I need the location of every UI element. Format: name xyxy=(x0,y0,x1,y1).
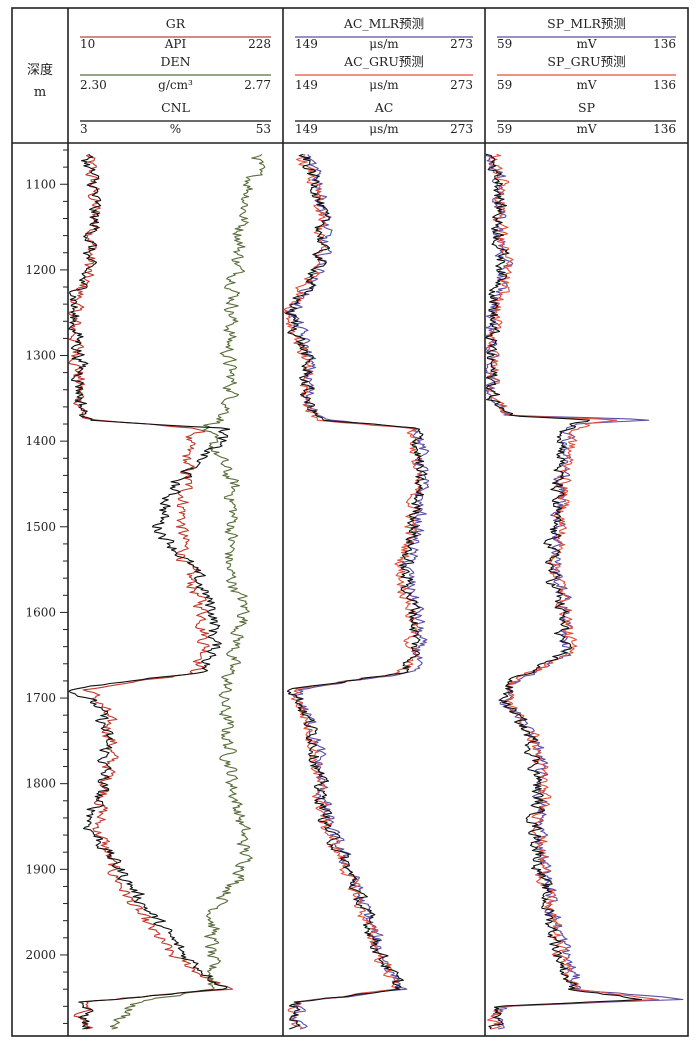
curve-unit-2-2: mV xyxy=(576,122,596,136)
depth-tick-label: 1700 xyxy=(25,691,56,705)
curve-scale-min-1-2: 149 xyxy=(295,122,318,136)
depth-header: 深度 m xyxy=(27,62,53,100)
curve-name-0-0: GR xyxy=(166,16,186,31)
depth-tick-label: 1600 xyxy=(25,605,56,619)
chart-frame xyxy=(11,7,689,1037)
curve-name-2-2: SP xyxy=(578,100,595,115)
depth-tick-label: 2000 xyxy=(25,948,56,962)
depth-tick-label: 1100 xyxy=(25,177,56,191)
curve-scale-max-1-0: 273 xyxy=(450,37,473,51)
curve-scale-min-1-0: 149 xyxy=(295,37,318,51)
curve-scale-min-2-0: 59 xyxy=(497,37,512,51)
curve-unit-0-1: g/cm³ xyxy=(158,78,193,92)
curve-0-1 xyxy=(109,153,266,1030)
curve-name-1-0: AC_MLR预测 xyxy=(343,16,424,31)
curve-unit-1-0: μs/m xyxy=(369,37,399,51)
depth-tick-label: 1800 xyxy=(25,777,56,791)
curve-unit-0-2: % xyxy=(170,122,181,136)
depth-tick-label: 1300 xyxy=(25,349,56,363)
curve-scale-min-2-2: 59 xyxy=(497,122,512,136)
curve-name-0-2: CNL xyxy=(161,100,190,115)
curve-0-2 xyxy=(68,153,231,1030)
curve-1-1 xyxy=(283,153,423,1030)
curve-scale-min-1-1: 149 xyxy=(295,78,318,92)
curve-name-2-0: SP_MLR预测 xyxy=(547,16,626,31)
depth-tick-label: 1500 xyxy=(25,520,56,534)
curve-2-2 xyxy=(485,153,643,1030)
curve-2-0 xyxy=(485,153,684,1030)
curve-scale-max-2-0: 136 xyxy=(653,37,676,51)
curve-unit-0-0: API xyxy=(164,37,187,51)
curve-unit-1-1: μs/m xyxy=(369,78,399,92)
curve-name-0-1: DEN xyxy=(160,54,190,69)
curve-scale-max-2-1: 136 xyxy=(653,78,676,92)
depth-axis-label: 深度 xyxy=(27,62,53,78)
curve-2-1 xyxy=(486,153,659,1030)
curve-scale-max-2-2: 136 xyxy=(653,122,676,136)
log-curves xyxy=(68,153,684,1030)
curve-name-1-2: AC xyxy=(374,100,394,115)
curve-unit-2-1: mV xyxy=(576,78,596,92)
curve-name-1-1: AC_GRU预测 xyxy=(343,54,424,69)
curve-scale-max-1-2: 273 xyxy=(450,122,473,136)
curve-scale-max-1-1: 273 xyxy=(450,78,473,92)
curve-unit-2-0: mV xyxy=(576,37,596,51)
curve-scale-max-0-1: 2.77 xyxy=(244,78,271,92)
outer-border xyxy=(11,7,689,1037)
curve-scale-min-0-0: 10 xyxy=(80,37,95,51)
depth-tick-label: 1200 xyxy=(25,263,56,277)
curve-scale-min-2-1: 59 xyxy=(497,78,512,92)
curve-1-2 xyxy=(285,153,428,1030)
curve-scale-min-0-1: 2.30 xyxy=(80,78,107,92)
track-headers: GR 10 API 228 DEN 2.30 g/cm³ 2.77 CNL 3% 53 AC_MLR预… xyxy=(80,16,676,136)
depth-axis-unit: m xyxy=(34,85,46,100)
curve-scale-max-0-2: 53 xyxy=(256,122,271,136)
curve-name-2-1: SP_GRU预测 xyxy=(547,54,625,69)
curve-scale-min-0-2: 3 xyxy=(80,122,88,136)
depth-tick-label: 1900 xyxy=(25,862,56,876)
curve-unit-1-2: μs/m xyxy=(369,122,399,136)
depth-tick-label: 1400 xyxy=(25,434,56,448)
depth-ticks: 1100 1200 1300 1400 1500 1600 1700 1800 1900 2000 xyxy=(25,149,68,1024)
curve-scale-max-0-0: 228 xyxy=(248,37,271,51)
